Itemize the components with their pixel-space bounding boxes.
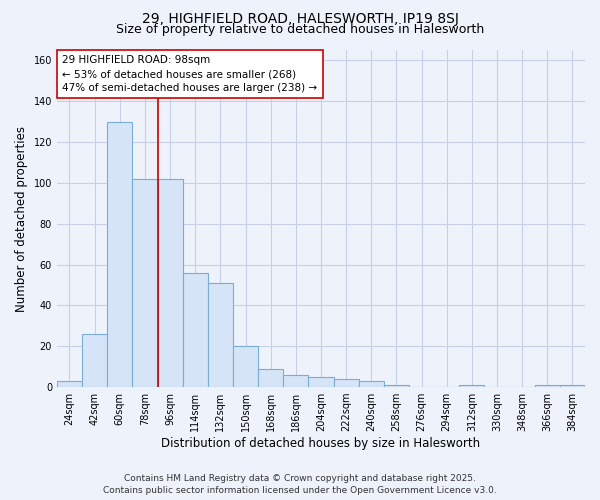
Bar <box>82 334 107 387</box>
Bar <box>459 385 484 387</box>
Bar <box>107 122 133 387</box>
Bar <box>384 385 409 387</box>
Bar <box>560 385 585 387</box>
Text: Size of property relative to detached houses in Halesworth: Size of property relative to detached ho… <box>116 22 484 36</box>
Bar <box>535 385 560 387</box>
Bar <box>57 381 82 387</box>
Text: 29, HIGHFIELD ROAD, HALESWORTH, IP19 8SJ: 29, HIGHFIELD ROAD, HALESWORTH, IP19 8SJ <box>142 12 458 26</box>
Bar <box>283 375 308 387</box>
Bar <box>233 346 258 387</box>
Bar <box>359 381 384 387</box>
Bar <box>208 283 233 387</box>
Text: 29 HIGHFIELD ROAD: 98sqm
← 53% of detached houses are smaller (268)
47% of semi-: 29 HIGHFIELD ROAD: 98sqm ← 53% of detach… <box>62 55 317 93</box>
Bar <box>133 178 158 387</box>
Bar <box>182 272 208 387</box>
Bar <box>308 377 334 387</box>
Bar <box>334 379 359 387</box>
Y-axis label: Number of detached properties: Number of detached properties <box>15 126 28 312</box>
Bar <box>158 178 182 387</box>
Bar <box>258 368 283 387</box>
X-axis label: Distribution of detached houses by size in Halesworth: Distribution of detached houses by size … <box>161 437 481 450</box>
Text: Contains HM Land Registry data © Crown copyright and database right 2025.
Contai: Contains HM Land Registry data © Crown c… <box>103 474 497 495</box>
